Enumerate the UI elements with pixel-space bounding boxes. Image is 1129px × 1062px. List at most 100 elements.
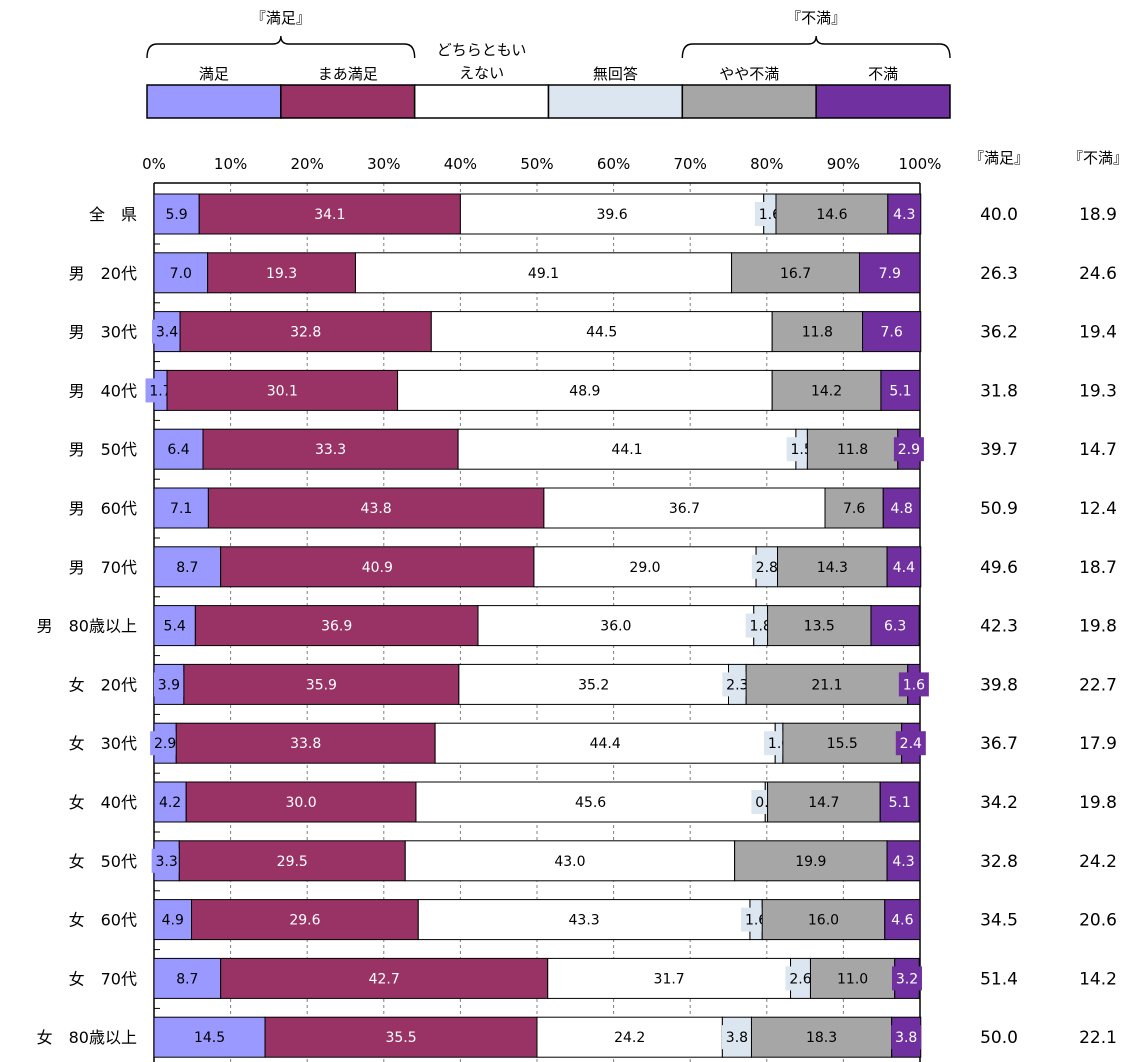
- summary-values: 40.0 26.3 36.2 31.8 39.7 50.9 49.6 42.3 39.8 36.7…: [980, 205, 1117, 1048]
- summary-value-c0-row-8: 39.8: [980, 675, 1018, 695]
- data-label-row-6-s1: 40.9: [362, 560, 393, 576]
- bar-segment-row-14-s2: [536, 1016, 723, 1058]
- data-label-row-13-s5: 3.2: [896, 971, 918, 987]
- legend-label-0: 満足: [199, 65, 229, 83]
- bar-segment-row-0-s1: [198, 193, 461, 235]
- bar-segment-row-7-s0: [153, 605, 196, 647]
- bar-segment-row-13-s1: [220, 957, 549, 999]
- data-label-plate-row-9-s0: [150, 731, 181, 756]
- summary-value-c1-row-6: 18.7: [1079, 558, 1117, 578]
- data-label-row-5-s0: 7.1: [170, 501, 192, 517]
- data-label-row-13-s3: 2.6: [789, 971, 811, 987]
- category-label-11: 女 50代: [69, 852, 137, 871]
- legend-swatch-1: [280, 84, 416, 119]
- bar-segment-row-7-s5: [870, 605, 920, 647]
- bar-segment-row-9-s1: [175, 722, 436, 764]
- bar-segment-row-7-s4: [767, 605, 872, 647]
- data-label-plate-row-0-s5: [889, 202, 920, 226]
- data-label-row-13-s0: 8.7: [176, 971, 198, 987]
- data-label-row-2-s2: 44.5: [586, 325, 617, 341]
- data-label-row-5-s2: 36.7: [669, 501, 700, 517]
- x-tick-label-0: 0%: [142, 155, 166, 173]
- bar-segment-row-1-s0: [153, 252, 209, 294]
- bar-segment-row-5-s2: [543, 487, 826, 529]
- category-label-8: 女 20代: [69, 675, 137, 694]
- summary-header-0: 『満足』: [969, 149, 1029, 167]
- bar-row-10: 4.2 30.0 45.6 0.3 14.7 5.1: [153, 781, 920, 823]
- category-label-7: 男 80歳以上: [37, 617, 137, 636]
- data-label-row-4-s2: 44.1: [611, 442, 642, 458]
- data-label-row-1-s5: 7.9: [879, 266, 901, 282]
- bar-segment-row-11-s4: [734, 840, 888, 882]
- legend-bracket-1: [681, 35, 951, 59]
- data-label-plate-row-4-s5: [893, 437, 924, 462]
- data-label-row-3-s0: 1.7: [149, 383, 171, 399]
- data-label-plate-row-8-s0: [153, 672, 184, 697]
- x-tick-label-6: 60%: [597, 155, 630, 173]
- bar-segment-row-2-s5: [862, 311, 922, 353]
- data-label-plate-row-8-s5: [898, 672, 929, 697]
- summary-value-c1-row-11: 24.2: [1079, 852, 1117, 872]
- bar-segment-row-4-s2: [457, 428, 797, 470]
- data-label-row-12-s2: 43.3: [569, 913, 600, 929]
- data-label-plate-row-6-s3: [751, 554, 782, 579]
- data-label-row-1-s0: 7.0: [170, 266, 192, 282]
- data-label-row-13-s1: 42.7: [369, 971, 400, 987]
- summary-value-c0-row-7: 42.3: [980, 617, 1018, 637]
- bar-segment-row-12-s1: [191, 899, 419, 941]
- bar-segment-row-6-s2: [533, 546, 757, 588]
- bar-segment-row-2-s2: [430, 311, 773, 353]
- data-label-row-8-s4: 21.1: [811, 677, 842, 693]
- data-label-row-12-s5: 4.6: [891, 913, 913, 929]
- data-label-row-13-s2: 31.7: [654, 971, 685, 987]
- data-label-row-14-s5: 3.8: [895, 1030, 917, 1046]
- data-label-plate-row-9-s5: [895, 731, 926, 756]
- summary-value-c1-row-14: 22.1: [1079, 1028, 1117, 1048]
- legend-swatch-4: [681, 84, 817, 119]
- legend-swatch-3: [547, 84, 684, 119]
- x-tick-label-4: 40%: [444, 155, 477, 173]
- x-tick-label-1: 10%: [214, 155, 247, 173]
- bar-segment-row-1-s2: [354, 252, 733, 294]
- bars: 5.9 34.1 39.6 1.6 14.6 4.3 7.0 19.3 49.1 16.7 7.9 3…: [145, 193, 929, 1058]
- summary-header-1: 『不満』: [1068, 149, 1128, 167]
- bar-segment-row-3-s2: [397, 369, 773, 411]
- bar-segment-row-1-s4: [731, 252, 860, 294]
- data-label-plate-row-11-s5: [888, 848, 919, 873]
- data-label-row-9-s5: 2.4: [900, 736, 922, 752]
- bar-segment-row-9-s2: [434, 722, 776, 764]
- summary-value-c1-row-4: 14.7: [1079, 440, 1117, 460]
- legend-label-5: 不満: [868, 65, 898, 83]
- data-label-row-9-s4: 15.5: [827, 736, 858, 752]
- bar-row-2: 3.4 32.8 44.5 11.8 7.6: [152, 311, 922, 353]
- data-label-row-9-s2: 44.4: [590, 736, 621, 752]
- data-label-row-6-s3: 2.8: [756, 560, 778, 576]
- summary-value-c0-row-4: 39.7: [980, 440, 1018, 460]
- legend-swatch-2: [413, 84, 550, 119]
- data-label-row-8-s5: 1.6: [903, 677, 925, 693]
- summary-value-c0-row-3: 31.8: [980, 381, 1018, 401]
- category-label-2: 男 30代: [69, 323, 137, 342]
- data-label-row-11-s5: 4.3: [892, 854, 914, 870]
- data-label-row-4-s4: 11.8: [837, 442, 868, 458]
- data-label-row-8-s1: 35.9: [306, 677, 337, 693]
- data-label-row-5-s4: 7.6: [843, 501, 865, 517]
- bar-segment-row-12-s4: [761, 899, 886, 941]
- legend-swatch-0: [146, 84, 282, 119]
- data-label-row-6-s5: 4.4: [893, 560, 915, 576]
- data-label-row-2-s5: 7.6: [881, 325, 903, 341]
- data-label-row-7-s4: 13.5: [804, 619, 835, 635]
- data-label-row-14-s3: 3.8: [726, 1030, 748, 1046]
- bar-segment-row-0-s4: [775, 193, 889, 235]
- bar-segment-row-6-s1: [220, 546, 535, 588]
- summary-value-c1-row-9: 17.9: [1079, 734, 1117, 754]
- summary-value-c1-row-2: 19.4: [1079, 323, 1117, 343]
- summary-value-c0-row-12: 34.5: [980, 911, 1018, 931]
- data-label-row-4-s1: 33.3: [315, 442, 346, 458]
- x-tick-label-7: 70%: [674, 155, 707, 173]
- summary-value-c0-row-11: 32.8: [980, 852, 1018, 872]
- category-label-6: 男 70代: [69, 558, 137, 577]
- bar-row-0: 5.9 34.1 39.6 1.6 14.6 4.3: [153, 193, 922, 235]
